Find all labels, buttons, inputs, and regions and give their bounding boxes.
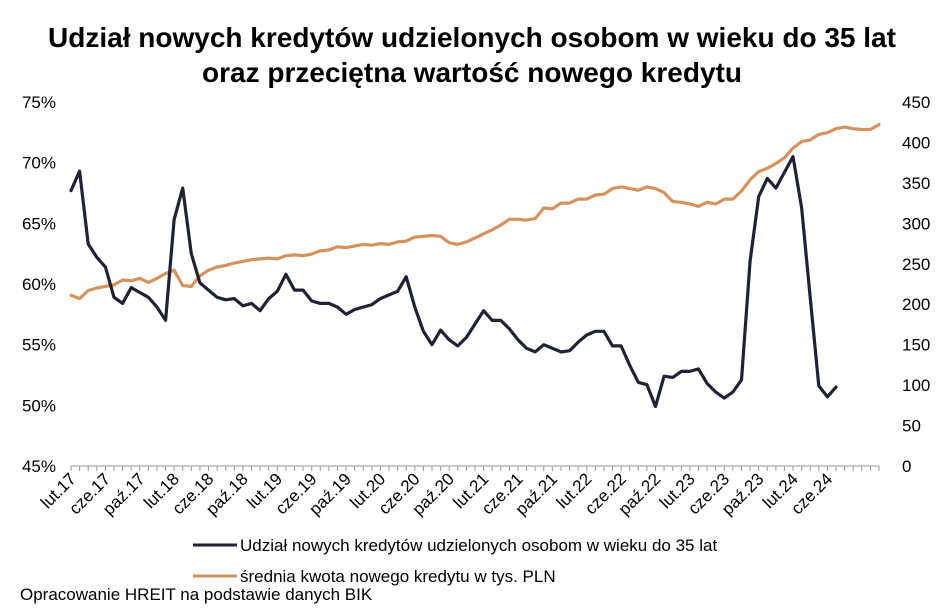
legend-label-share: Udział nowych kredytów udzielonych osobo…	[240, 536, 717, 555]
left-y-tick-label: 65%	[22, 214, 56, 233]
x-axis: lut.17cze.17paź.17lut.18cze.18paź.18lut.…	[37, 466, 880, 519]
left-y-axis: 45% 50% 55% 60% 65% 70% 75%	[22, 93, 56, 476]
chart-title-line-1: Udział nowych kredytów udzielonych osobo…	[48, 22, 896, 53]
left-y-tick-label: 45%	[22, 457, 56, 476]
chart-title-line-2: oraz przeciętna wartość nowego kredytu	[202, 57, 742, 88]
legend-label-avg-amount: średnia kwota nowego kredytu w tys. PLN	[240, 567, 556, 586]
series-line-share-under-35	[69, 155, 838, 409]
right-y-tick-label: 250	[902, 255, 930, 274]
right-y-tick-label: 200	[902, 295, 930, 314]
right-y-tick-label: 300	[902, 214, 930, 233]
right-y-tick-label: 350	[902, 174, 930, 193]
left-y-tick-label: 75%	[22, 93, 56, 112]
right-y-axis: 0 50 100 150 200 250 300 350 400 450	[902, 93, 930, 476]
right-y-tick-label: 100	[902, 376, 930, 395]
left-y-tick-label: 60%	[22, 275, 56, 294]
left-y-tick-label: 55%	[22, 336, 56, 355]
right-y-tick-label: 450	[902, 93, 930, 112]
right-y-tick-label: 50	[902, 417, 921, 436]
right-y-tick-label: 150	[902, 336, 930, 355]
left-y-tick-label: 50%	[22, 396, 56, 415]
legend: Udział nowych kredytów udzielonych osobo…	[193, 536, 717, 586]
series-line-avg-loan-amount	[69, 122, 881, 301]
left-y-tick-label: 70%	[22, 154, 56, 173]
source-note: Opracowanie HREIT na podstawie danych BI…	[20, 585, 373, 604]
right-y-tick-label: 0	[902, 457, 911, 476]
right-y-tick-label: 400	[902, 133, 930, 152]
series-lines	[69, 122, 881, 409]
